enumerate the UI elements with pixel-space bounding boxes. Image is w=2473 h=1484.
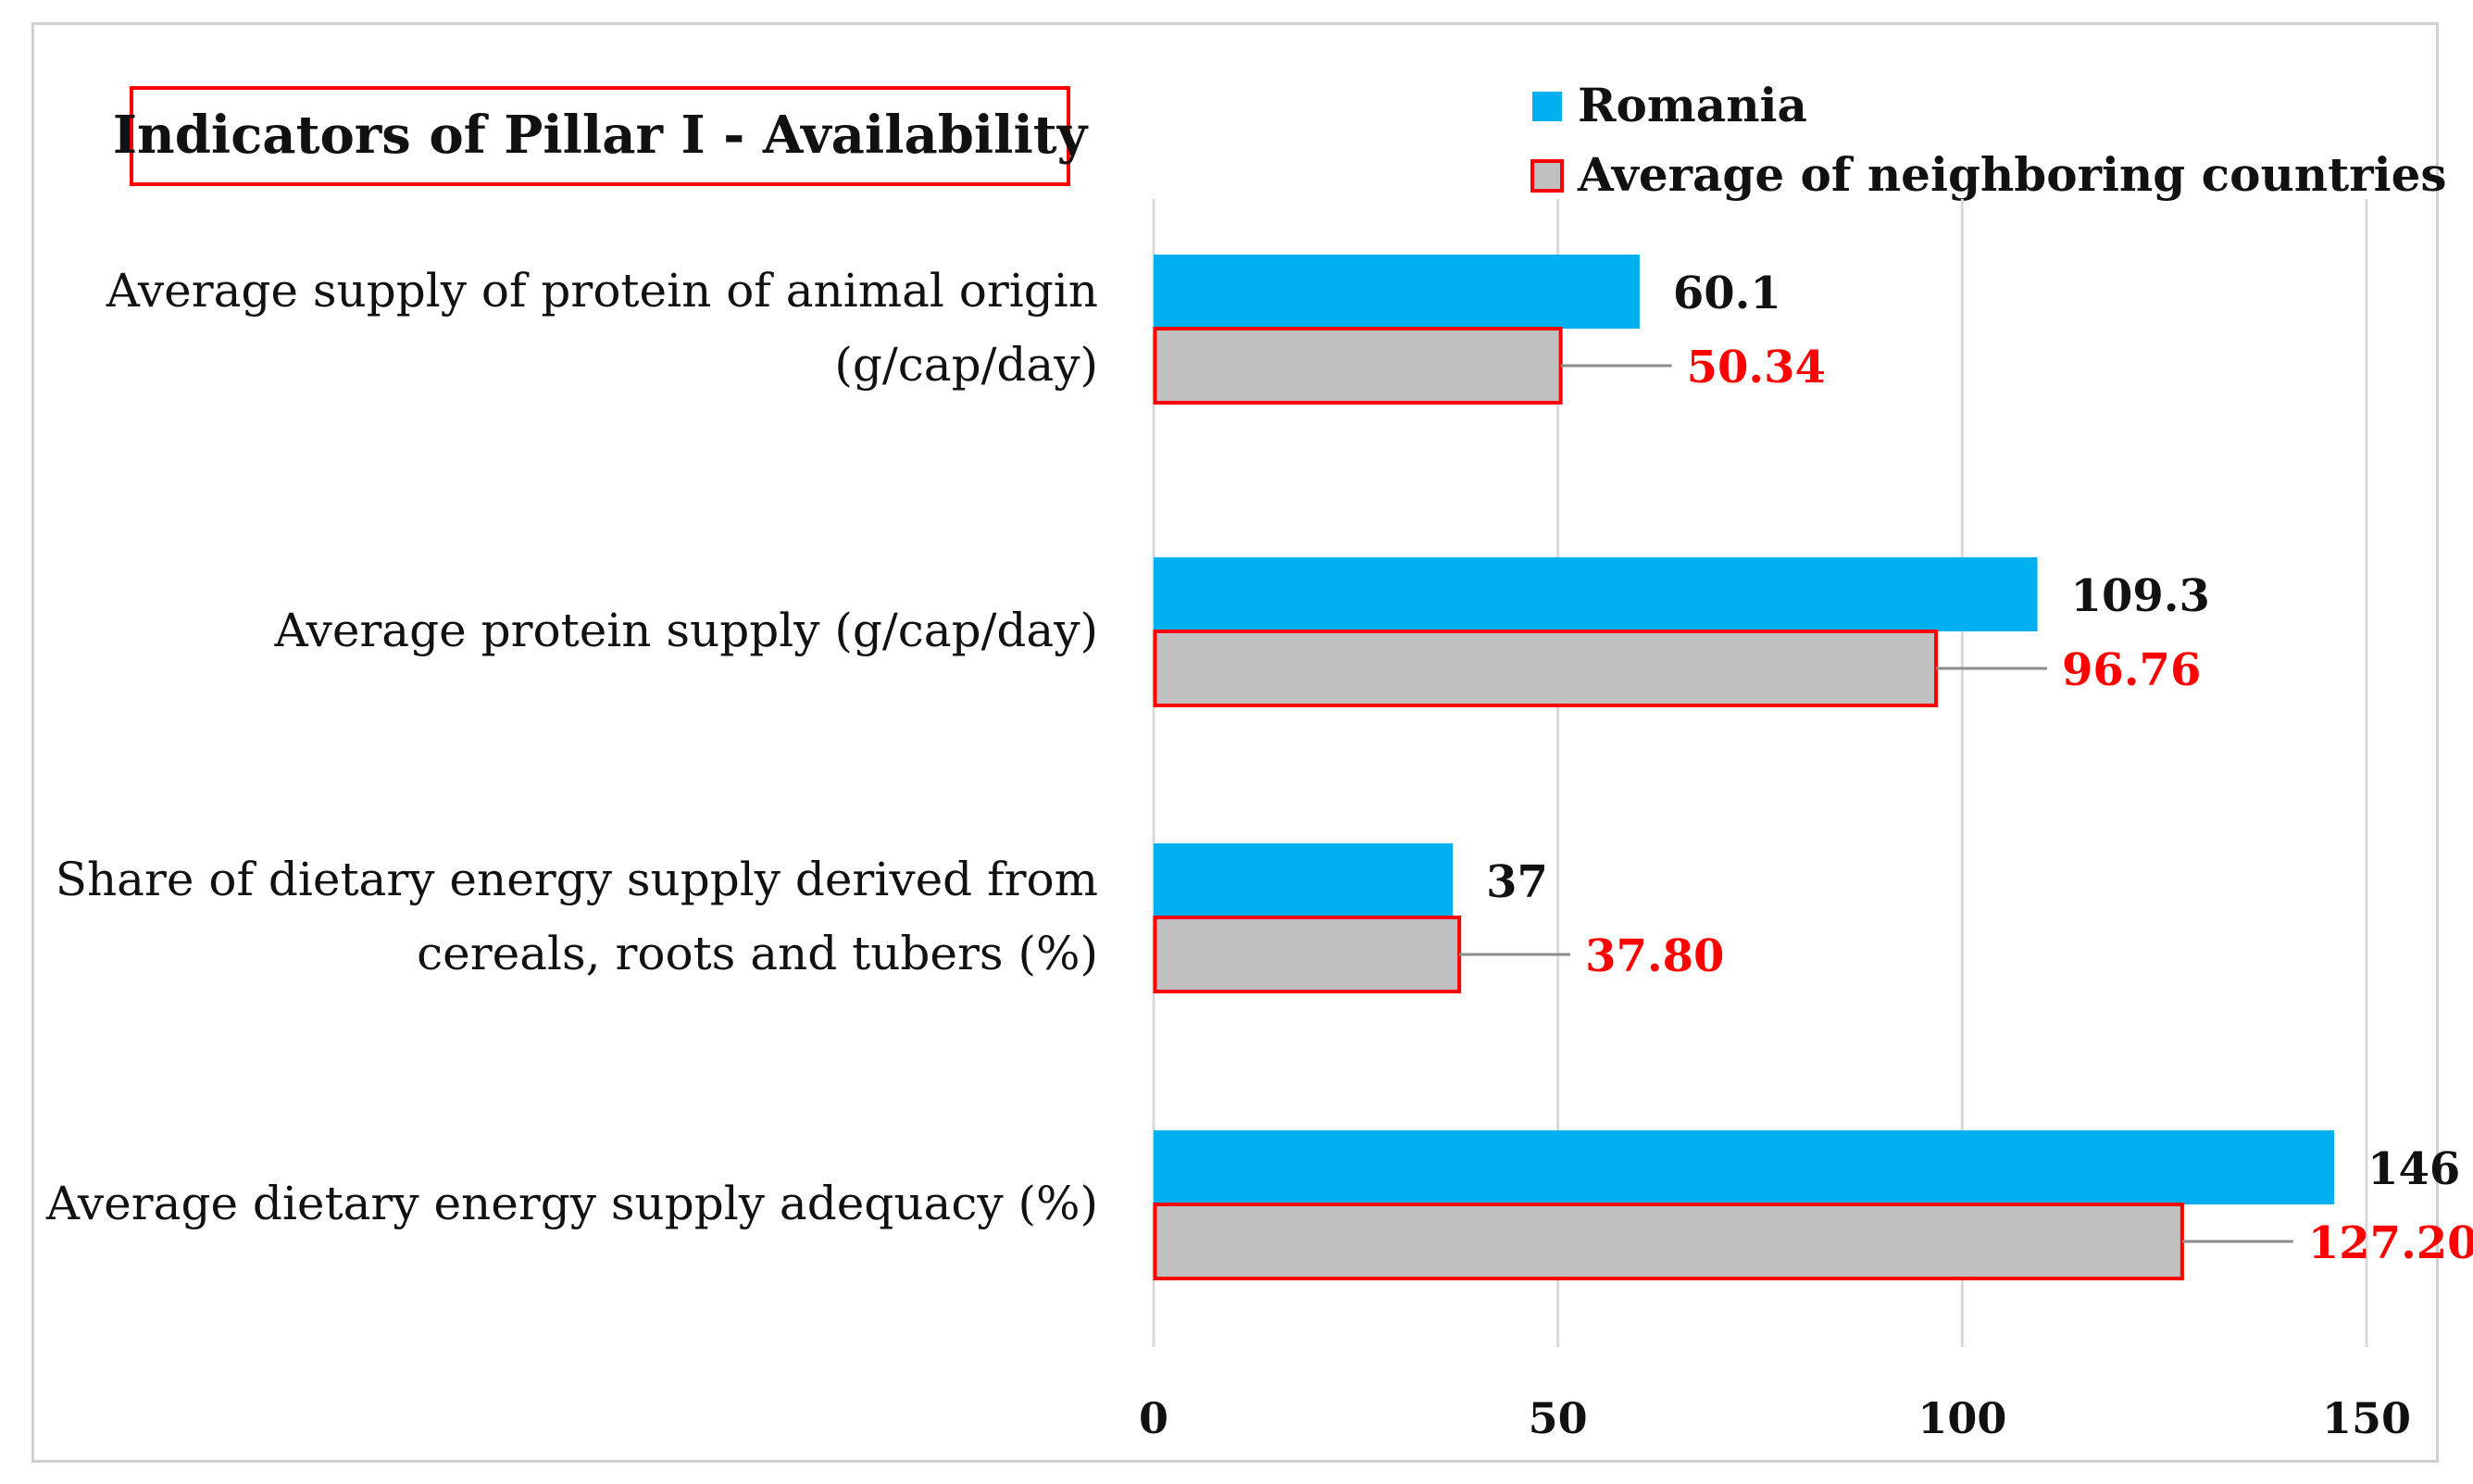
data-label-average: 127.20 <box>2308 1217 2473 1269</box>
bar-average <box>1153 630 1939 707</box>
category-label: Average supply of protein of animal orig… <box>106 264 1098 318</box>
legend-swatch-average <box>1530 159 1564 193</box>
data-label-romania: 37 <box>1486 856 1548 908</box>
category-label: Share of dietary energy supply derived f… <box>56 853 1098 906</box>
data-label-romania: 60.1 <box>1673 268 1781 319</box>
x-tick-label: 50 <box>1529 1393 1588 1443</box>
legend-label-romania: Romania <box>1578 78 1807 132</box>
bar-romania <box>1154 1130 2335 1204</box>
category-label: Average protein supply (g/cap/day) <box>273 604 1098 657</box>
bar-average <box>1153 916 1462 993</box>
labels: 0 50 100 150 60.1 50.34 Average supply of prot… <box>45 264 2473 1443</box>
legend-label-average: Average of neighboring countries <box>1577 147 2447 202</box>
bar-average <box>1153 327 1563 405</box>
chart-title-box <box>130 86 1070 186</box>
data-label-romania: 146 <box>2367 1143 2460 1195</box>
x-tick-label: 0 <box>1139 1393 1168 1443</box>
bar-romania <box>1154 843 1454 917</box>
data-label-average: 96.76 <box>2062 644 2201 696</box>
bars <box>1153 255 2335 1280</box>
x-tick-label: 100 <box>1917 1393 2006 1443</box>
legend-swatch-romania <box>1532 92 1562 121</box>
data-label-average: 50.34 <box>1687 342 1826 393</box>
x-tick-label: 150 <box>2322 1393 2411 1443</box>
category-label: (g/cap/day) <box>834 338 1098 392</box>
data-label-romania: 109.3 <box>2071 570 2210 622</box>
chart-title: Indicators of Pillar I - Availability <box>113 105 1089 166</box>
data-label-average: 37.80 <box>1585 930 1724 982</box>
bar-romania <box>1154 557 2038 631</box>
category-label: Average dietary energy supply adequacy (… <box>45 1177 1098 1230</box>
bar-average <box>1153 1203 2184 1280</box>
category-label: cereals, roots and tubers (%) <box>417 927 1098 980</box>
bar-romania <box>1154 255 1640 329</box>
